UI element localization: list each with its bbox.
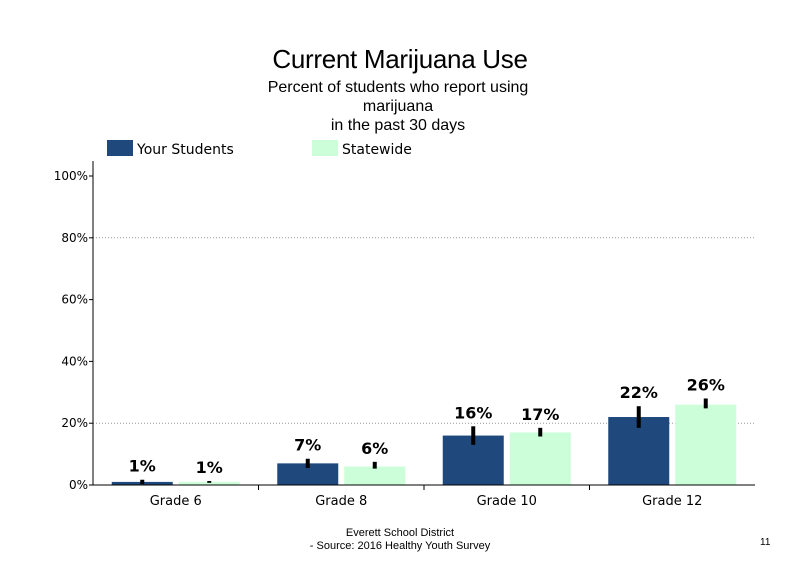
data-label: 22% xyxy=(620,383,658,402)
subtitle-line-3: in the past 30 days xyxy=(330,117,466,134)
footer: Everett School District - Source: 2016 H… xyxy=(0,527,800,553)
legend: Your Students Statewide xyxy=(107,140,412,158)
y-tick-label: 80% xyxy=(61,231,88,245)
footer-district: Everett School District xyxy=(345,527,455,539)
x-tick-label: Grade 10 xyxy=(477,494,537,509)
bar-your-students-grade-12 xyxy=(608,417,670,485)
data-label: 1% xyxy=(196,458,223,477)
data-label: 26% xyxy=(687,375,725,394)
y-tick-label: 20% xyxy=(61,416,88,430)
legend-swatch xyxy=(107,140,133,156)
data-label: 16% xyxy=(454,403,492,422)
bar-your-students-grade-8 xyxy=(277,463,339,485)
bar-statewide-grade-12 xyxy=(675,404,737,485)
data-label: 1% xyxy=(129,457,156,476)
data-label: 6% xyxy=(361,439,388,458)
x-tick-label: Grade 8 xyxy=(315,494,367,509)
y-tick-label: 100% xyxy=(54,169,88,183)
axis-layer: 0% 20% 40% 60% 80% 100% Grade 6 Grade 8 Grade 10… xyxy=(54,161,755,509)
data-label: 17% xyxy=(521,405,559,424)
x-tick-label: Grade 12 xyxy=(642,494,702,509)
data-label: 7% xyxy=(294,436,321,455)
chart-title: Current Marijuana Use xyxy=(272,44,528,74)
y-tick-label: 0% xyxy=(69,478,88,492)
chart-subtitle: Percent of students who report using mar… xyxy=(248,78,548,135)
legend-label: Statewide xyxy=(342,142,412,158)
subtitle-line-2: marijuana xyxy=(362,98,434,115)
legend-swatch xyxy=(312,140,338,156)
bars-layer: 1% 1% 7% 6% 16% 17% 22% 26% xyxy=(111,375,737,485)
grid-layer xyxy=(93,237,755,424)
x-tick-label: Grade 6 xyxy=(150,494,202,509)
bar-statewide-grade-8 xyxy=(344,466,406,485)
page-number: 11 xyxy=(760,537,771,548)
y-tick-label: 40% xyxy=(61,354,88,368)
legend-label: Your Students xyxy=(136,142,234,158)
subtitle-line-1: Percent of students who report using xyxy=(267,79,529,96)
y-tick-label: 60% xyxy=(61,293,88,307)
bar-statewide-grade-10 xyxy=(509,432,571,485)
footer-source: - Source: 2016 Healthy Youth Survey xyxy=(309,540,491,552)
bar-statewide-grade-6 xyxy=(178,481,240,485)
